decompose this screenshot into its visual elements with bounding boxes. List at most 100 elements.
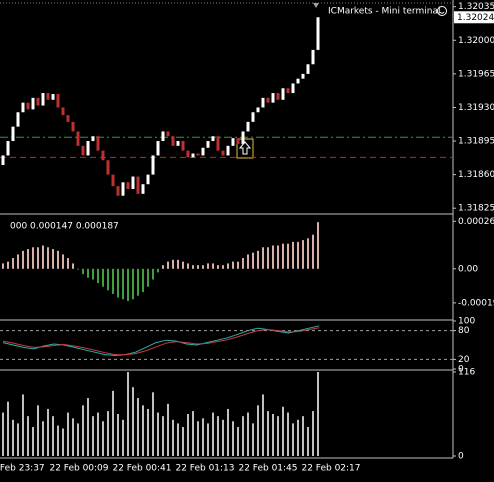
y-tick-label: 116 [458,368,475,378]
candle [296,78,300,84]
candle [1,155,5,166]
candle [171,136,175,146]
bar [2,263,4,269]
y-tick-label: 1.32035 [458,2,494,12]
bar [262,394,264,456]
bar [157,268,159,273]
bar [297,241,299,269]
y-tick-label: 20 [458,355,470,365]
candle [196,153,200,156]
candle [66,115,70,122]
bar [52,249,54,269]
bar [197,265,199,269]
candle [31,97,35,110]
candle [241,131,245,144]
bar [192,411,194,456]
candle [191,153,195,158]
candle [316,17,320,50]
bar [287,412,289,456]
bar [217,416,219,456]
bar [42,245,44,269]
bar [77,423,79,456]
bar [37,405,39,456]
candle [221,150,225,156]
candle [106,160,110,175]
bar [262,247,264,269]
bar [247,412,249,456]
bar [132,387,134,456]
candle [301,73,305,79]
bar [197,421,199,456]
candle [186,150,190,158]
candle [156,141,160,156]
candle [266,97,270,103]
x-tick-label: 22 Feb 00:41 [112,464,171,474]
bar [152,392,154,456]
bar [207,263,209,269]
bar [232,261,234,269]
bar [307,238,309,269]
bar [2,412,4,456]
bar [97,412,99,456]
bar [17,423,19,456]
y-tick-label: 1.31965 [458,69,494,79]
bar [32,427,34,456]
bar [47,247,49,269]
candle [126,182,130,190]
bar [167,403,169,456]
bar [37,247,39,269]
x-tick-label: 22 Feb 01:13 [175,464,234,474]
y-tick-label: 0.000265 [458,217,494,227]
bar [27,249,29,269]
bar [147,268,149,287]
bar [102,421,104,456]
candle [166,131,170,137]
candle [96,136,100,151]
bar [57,250,59,269]
candle [281,88,285,100]
bar [292,241,294,269]
candle [246,121,250,132]
candle [181,141,185,151]
bar [17,254,19,269]
bar [67,412,69,456]
candle [276,93,280,100]
bar [62,428,64,456]
y-tick-label: 0.00 [458,264,478,274]
bar [12,419,14,456]
smiley-icon [437,6,447,16]
bar [242,258,244,269]
y-tick-label: 1.31860 [458,170,494,180]
line [2,327,320,356]
bar [287,243,289,269]
bar [247,254,249,269]
bar [112,268,114,294]
candle [306,64,310,74]
bar [177,423,179,456]
bar [32,247,34,269]
bar [27,416,29,456]
bar [117,414,119,456]
y-tick-label: 0 [458,452,464,462]
candle [36,97,40,106]
candle [176,141,180,146]
candle [16,112,20,127]
bar [312,234,314,269]
candle [131,176,135,190]
bar [107,268,109,291]
candle [56,94,60,108]
candle [146,174,150,185]
candle [81,145,85,156]
x-tick-label: 22 Feb 01:45 [238,464,297,474]
y-tick-label: 1.31895 [458,137,494,147]
bar [162,416,164,456]
y-tick-label: 1.31930 [458,103,494,113]
bar [207,423,209,456]
bar [227,408,229,456]
bar [52,416,54,456]
candle [161,131,165,142]
candle [216,136,220,151]
bar [302,240,304,269]
